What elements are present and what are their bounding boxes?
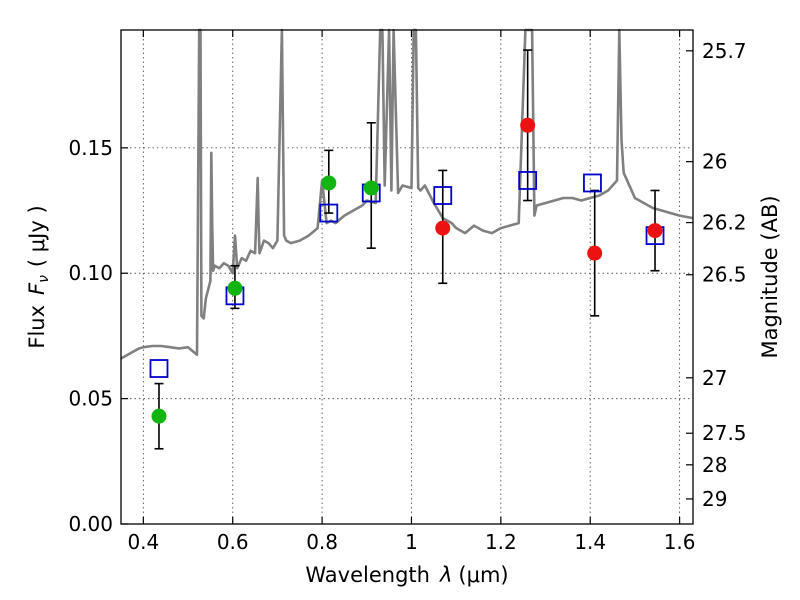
axis-ticks: 0.4 0.6 0.8 1 1.2 1.4 1.6 0.00 0.05 0.10 0.15 25.7 2…: [68, 30, 747, 554]
red-data-point: [647, 223, 663, 239]
green-data-point: [321, 175, 337, 191]
x-tick-label: 0.8: [306, 530, 338, 554]
mag-tick-label: 29: [702, 487, 727, 511]
mag-tick-label: 26: [702, 150, 727, 174]
mag-tick-label: 27: [702, 366, 727, 390]
y-axis-label-unit: ( μJy ): [25, 205, 49, 267]
mag-tick-label: 28: [702, 453, 727, 477]
red-data-point: [435, 220, 451, 236]
mag-tick-label: 25.7: [702, 39, 747, 63]
model-spectrum-line: [120, 28, 694, 360]
green-data-point: [151, 408, 167, 424]
x-tick-label: 1.6: [664, 530, 696, 554]
x-tick-label: 1.2: [485, 530, 517, 554]
x-axis-label-unit: (μm): [458, 563, 508, 587]
x-axis-label-symbol: λ: [439, 563, 452, 587]
red-data-point: [520, 117, 536, 133]
model-photometry-square: [149, 359, 169, 378]
green-data-point: [227, 280, 243, 296]
model-spectrum-layer: [120, 28, 694, 360]
x-axis-label-prefix: Wavelength: [305, 563, 430, 587]
y-axis-label-subscript: ν: [36, 275, 52, 283]
y-tick-label: 0.05: [68, 387, 113, 411]
y-tick-label: 0.10: [68, 261, 113, 285]
model-photometry-square: [319, 203, 339, 223]
y-axis-label-prefix: Flux: [25, 305, 49, 349]
data-points-layer: [149, 49, 665, 450]
green-data-point: [363, 180, 379, 196]
x-axis-label: Wavelength λ (μm): [305, 563, 508, 587]
x-tick-label: 1: [405, 530, 418, 554]
plot-frame: [120, 29, 694, 525]
model-photometry-square: [583, 173, 602, 193]
model-photometry-square: [433, 186, 453, 205]
mag-tick-label: 26.5: [702, 263, 747, 287]
x-tick-label: 0.4: [127, 530, 159, 554]
x-tick-label: 1.4: [574, 530, 606, 554]
mag-tick-label: 26.2: [702, 211, 747, 235]
y-axis-label-symbol: F: [25, 282, 49, 295]
mag-tick-label: 27.5: [702, 421, 747, 445]
y-axis-label: Flux Fν ( μJy ): [25, 205, 52, 348]
red-data-point: [587, 245, 603, 261]
grid-lines: [121, 30, 693, 524]
y-tick-label: 0.00: [68, 512, 113, 536]
right-axis-label: Magnitude (AB): [758, 195, 782, 358]
y-tick-label: 0.15: [68, 136, 113, 160]
x-tick-label: 0.6: [217, 530, 249, 554]
model-photometry-square: [518, 171, 538, 190]
